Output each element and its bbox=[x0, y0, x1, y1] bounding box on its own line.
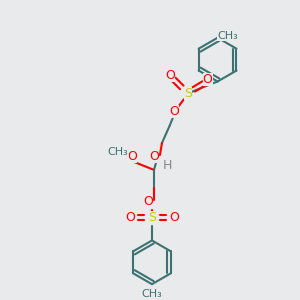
Text: O: O bbox=[169, 211, 179, 224]
Text: S: S bbox=[184, 87, 192, 100]
Text: CH₃: CH₃ bbox=[142, 289, 162, 299]
Text: O: O bbox=[203, 73, 213, 86]
Text: O: O bbox=[127, 151, 137, 164]
Text: CH₃: CH₃ bbox=[217, 31, 238, 41]
Text: O: O bbox=[143, 195, 153, 208]
Text: O: O bbox=[149, 151, 159, 164]
Text: CH₃: CH₃ bbox=[108, 147, 129, 157]
Text: O: O bbox=[165, 69, 175, 82]
Text: S: S bbox=[148, 211, 156, 224]
Text: H: H bbox=[163, 159, 172, 172]
Text: O: O bbox=[169, 105, 179, 118]
Text: O: O bbox=[125, 211, 135, 224]
